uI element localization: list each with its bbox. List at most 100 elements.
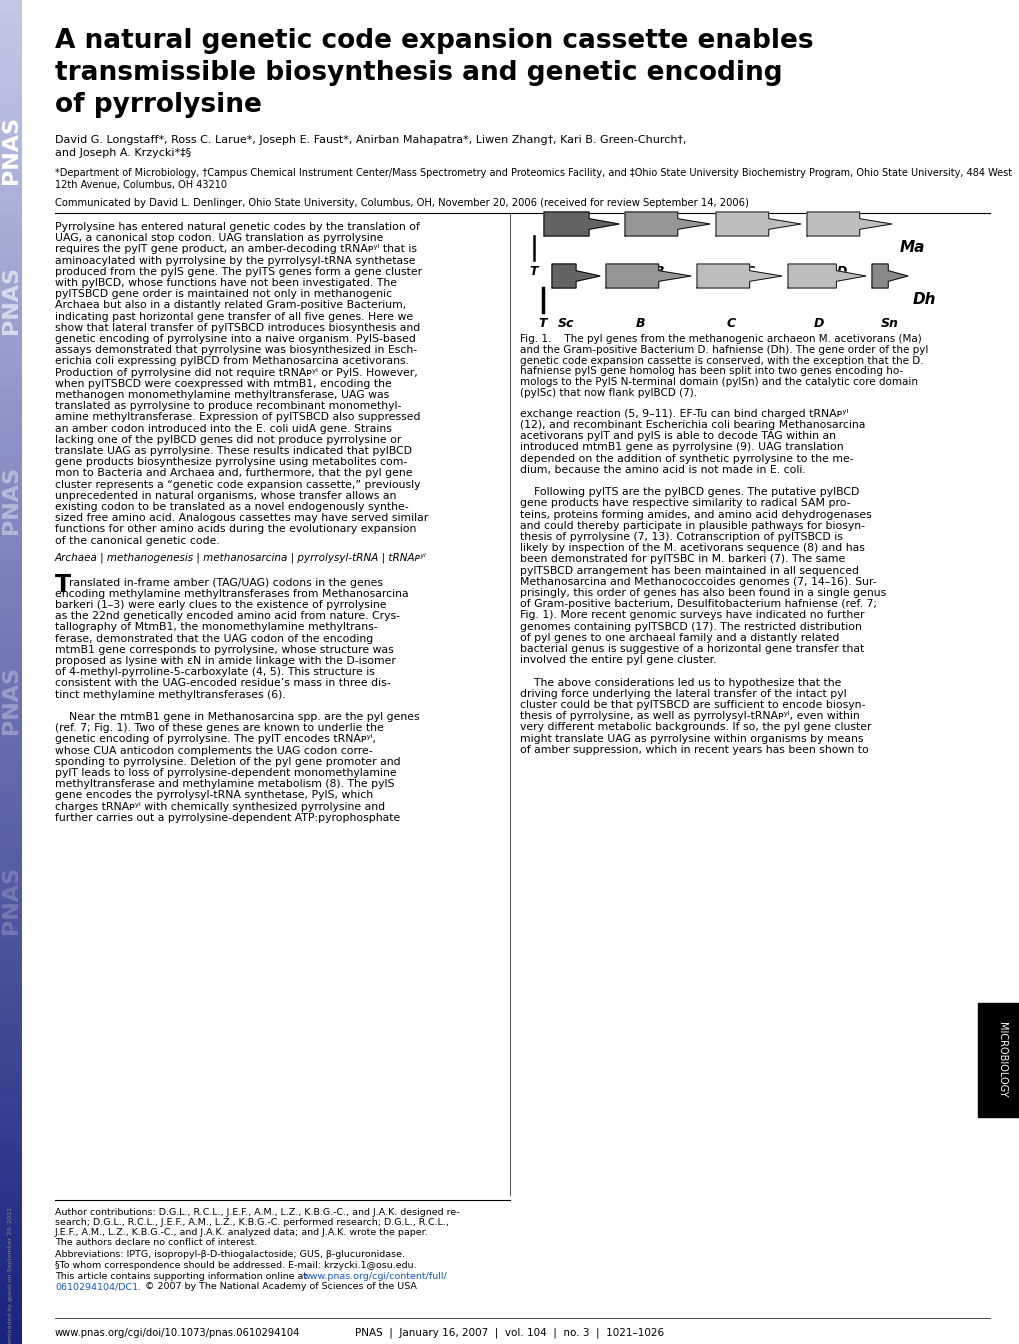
Bar [0, 523, 22, 538]
Bar [0, 657, 22, 672]
Text: Sc: Sc [557, 317, 574, 331]
Text: The authors declare no conflict of interest.: The authors declare no conflict of inter… [55, 1238, 257, 1247]
Bar [0, 106, 22, 121]
Text: existing codon to be translated as a novel endogenously synthe-: existing codon to be translated as a nov… [55, 503, 409, 512]
Text: §To whom correspondence should be addressed. E-mail: krzycki.1@osu.edu.: §To whom correspondence should be addres… [55, 1261, 416, 1270]
Bar [0, 644, 22, 659]
Text: of Gram-positive bacterium, Desulfitobacterium hafniense (ref. 7;: of Gram-positive bacterium, Desulfitobac… [520, 599, 876, 609]
Text: T: T [55, 573, 71, 597]
Bar [0, 778, 22, 793]
Bar [0, 792, 22, 806]
Bar [0, 200, 22, 215]
Text: gene products biosynthesize pyrrolysine using metabolites com-: gene products biosynthesize pyrrolysine … [55, 457, 407, 468]
Text: T: T [538, 317, 547, 331]
Text: PNAS: PNAS [1, 466, 21, 534]
Text: driving force underlying the lateral transfer of the intact pyl: driving force underlying the lateral tra… [520, 688, 846, 699]
Text: prisingly, this order of genes has also been found in a single genus: prisingly, this order of genes has also … [520, 589, 886, 598]
Bar [0, 429, 22, 444]
Bar [0, 1275, 22, 1290]
Bar [0, 886, 22, 900]
Text: ferase, demonstrated that the UAG codon of the encoding: ferase, demonstrated that the UAG codon … [55, 633, 373, 644]
Text: of pyl genes to one archaeal family and a distantly related: of pyl genes to one archaeal family and … [520, 633, 839, 642]
Text: mon to Bacteria and Archaea and, furthermore, that the pyl gene: mon to Bacteria and Archaea and, further… [55, 469, 412, 478]
Bar [0, 845, 22, 860]
Bar [0, 254, 22, 269]
Text: an amber codon introduced into the E. coli uidA gene. Strains: an amber codon introduced into the E. co… [55, 423, 391, 434]
Text: requires the pylT gene product, an amber-decoding tRNAᴘʸˡ that is: requires the pylT gene product, an amber… [55, 245, 417, 254]
Bar [0, 899, 22, 914]
Text: very different metabolic backgrounds. If so, the pyl gene cluster: very different metabolic backgrounds. If… [520, 723, 870, 732]
Text: assays demonstrated that pyrrolysine was biosynthesized in Esch-: assays demonstrated that pyrrolysine was… [55, 345, 417, 355]
Text: S: S [559, 265, 568, 278]
Text: with pylBCD, whose functions have not been investigated. The: with pylBCD, whose functions have not be… [55, 278, 396, 288]
Text: Communicated by David L. Denlinger, Ohio State University, Columbus, OH, Novembe: Communicated by David L. Denlinger, Ohio… [55, 198, 748, 208]
Text: www.pnas.org/cgi/content/full/: www.pnas.org/cgi/content/full/ [303, 1271, 447, 1281]
Text: and Joseph A. Krzycki*‡§: and Joseph A. Krzycki*‡§ [55, 148, 191, 159]
Text: gene encodes the pyrrolysyl-tRNA synthetase, PylS, which: gene encodes the pyrrolysyl-tRNA synthet… [55, 790, 373, 801]
Bar [0, 79, 22, 94]
Bar [0, 227, 22, 242]
Text: amine methyltransferase. Expression of pylTSBCD also suppressed: amine methyltransferase. Expression of p… [55, 413, 420, 422]
Bar [0, 375, 22, 390]
Text: *Department of Microbiology, †Campus Chemical Instrument Center/Mass Spectrometr: *Department of Microbiology, †Campus Che… [55, 168, 1011, 190]
Text: PNAS: PNAS [1, 866, 21, 934]
Bar [0, 173, 22, 188]
Bar [0, 509, 22, 524]
Bar [0, 630, 22, 645]
Bar [0, 698, 22, 712]
Text: sponding to pyrrolysine. Deletion of the pyl gene promoter and: sponding to pyrrolysine. Deletion of the… [55, 757, 400, 767]
Text: 0610294104/DC1.: 0610294104/DC1. [55, 1282, 141, 1292]
Bar [0, 1074, 22, 1089]
Bar [0, 590, 22, 605]
Text: lacking one of the pylBCD genes did not produce pyrrolysine or: lacking one of the pylBCD genes did not … [55, 435, 401, 445]
Text: genomes containing pylTSBCD (17). The restricted distribution: genomes containing pylTSBCD (17). The re… [520, 621, 861, 632]
Text: PNAS: PNAS [1, 266, 21, 335]
Bar [0, 241, 22, 255]
Text: C: C [727, 317, 736, 331]
Bar [0, 1101, 22, 1116]
Text: exchange reaction (5, 9–11). EF-Tu can bind charged tRNAᴘʸˡ: exchange reaction (5, 9–11). EF-Tu can b… [520, 409, 848, 419]
Text: Fig. 1). More recent genomic surveys have indicated no further: Fig. 1). More recent genomic surveys hav… [520, 610, 864, 621]
Bar [0, 1168, 22, 1183]
Bar [0, 120, 22, 134]
Text: been demonstrated for pylTSBC in M. barkeri (7). The same: been demonstrated for pylTSBC in M. bark… [520, 554, 845, 564]
Text: Dh: Dh [912, 293, 935, 308]
Bar [0, 469, 22, 484]
Text: gene products have respective similarity to radical SAM pro-: gene products have respective similarity… [520, 499, 850, 508]
Text: Ma: Ma [899, 241, 924, 255]
Bar [0, 939, 22, 954]
Text: bacterial genus is suggestive of a horizontal gene transfer that: bacterial genus is suggestive of a horiz… [520, 644, 863, 655]
Bar [0, 953, 22, 968]
Text: indicating past horizontal gene transfer of all five genes. Here we: indicating past horizontal gene transfer… [55, 312, 413, 321]
Bar [0, 308, 22, 323]
Bar [0, 980, 22, 995]
Bar [0, 577, 22, 591]
Bar [0, 133, 22, 148]
Bar [0, 1262, 22, 1277]
Text: T: T [529, 265, 538, 278]
Polygon shape [551, 263, 599, 288]
Bar [0, 684, 22, 699]
Bar [0, 832, 22, 847]
Bar [0, 26, 22, 40]
Bar [0, 603, 22, 618]
Text: thesis of pyrrolysine, as well as pyrrolysyl-tRNAᴘʸˡ, even within: thesis of pyrrolysine, as well as pyrrol… [520, 711, 859, 722]
Bar [0, 805, 22, 820]
Text: Archaea | methanogenesis | methanosarcina | pyrrolysyl-tRNA | tRNAᴘʸˡ: Archaea | methanogenesis | methanosarcin… [55, 552, 426, 563]
Text: Downloaded by guest on September 29, 2021: Downloaded by guest on September 29, 202… [8, 1207, 13, 1344]
Bar [0, 1181, 22, 1196]
Text: PNAS  |  January 16, 2007  |  vol. 104  |  no. 3  |  1021–1026: PNAS | January 16, 2007 | vol. 104 | no.… [355, 1328, 664, 1339]
Text: mologs to the PylS N-terminal domain (pylSn) and the catalytic core domain: mologs to the PylS N-terminal domain (py… [520, 378, 917, 387]
Text: of pyrrolysine: of pyrrolysine [55, 91, 262, 118]
Bar [0, 1316, 22, 1331]
Text: genetic encoding of pyrrolysine into a naive organism. PylS-based: genetic encoding of pyrrolysine into a n… [55, 335, 416, 344]
Bar [0, 66, 22, 81]
Bar [0, 146, 22, 161]
Bar [0, 1007, 22, 1021]
Text: search; D.G.L., R.C.L., J.E.F., A.M., L.Z., K.B.G.-C. performed research; D.G.L.: search; D.G.L., R.C.L., J.E.F., A.M., L.… [55, 1218, 448, 1227]
Text: of amber suppression, which in recent years has been shown to: of amber suppression, which in recent ye… [520, 745, 868, 755]
Text: dium, because the amino acid is not made in E. coli.: dium, because the amino acid is not made… [520, 465, 805, 474]
Bar [0, 160, 22, 175]
Text: might translate UAG as pyrrolysine within organisms by means: might translate UAG as pyrrolysine withi… [520, 734, 863, 743]
Text: This article contains supporting information online at: This article contains supporting informa… [55, 1271, 310, 1281]
